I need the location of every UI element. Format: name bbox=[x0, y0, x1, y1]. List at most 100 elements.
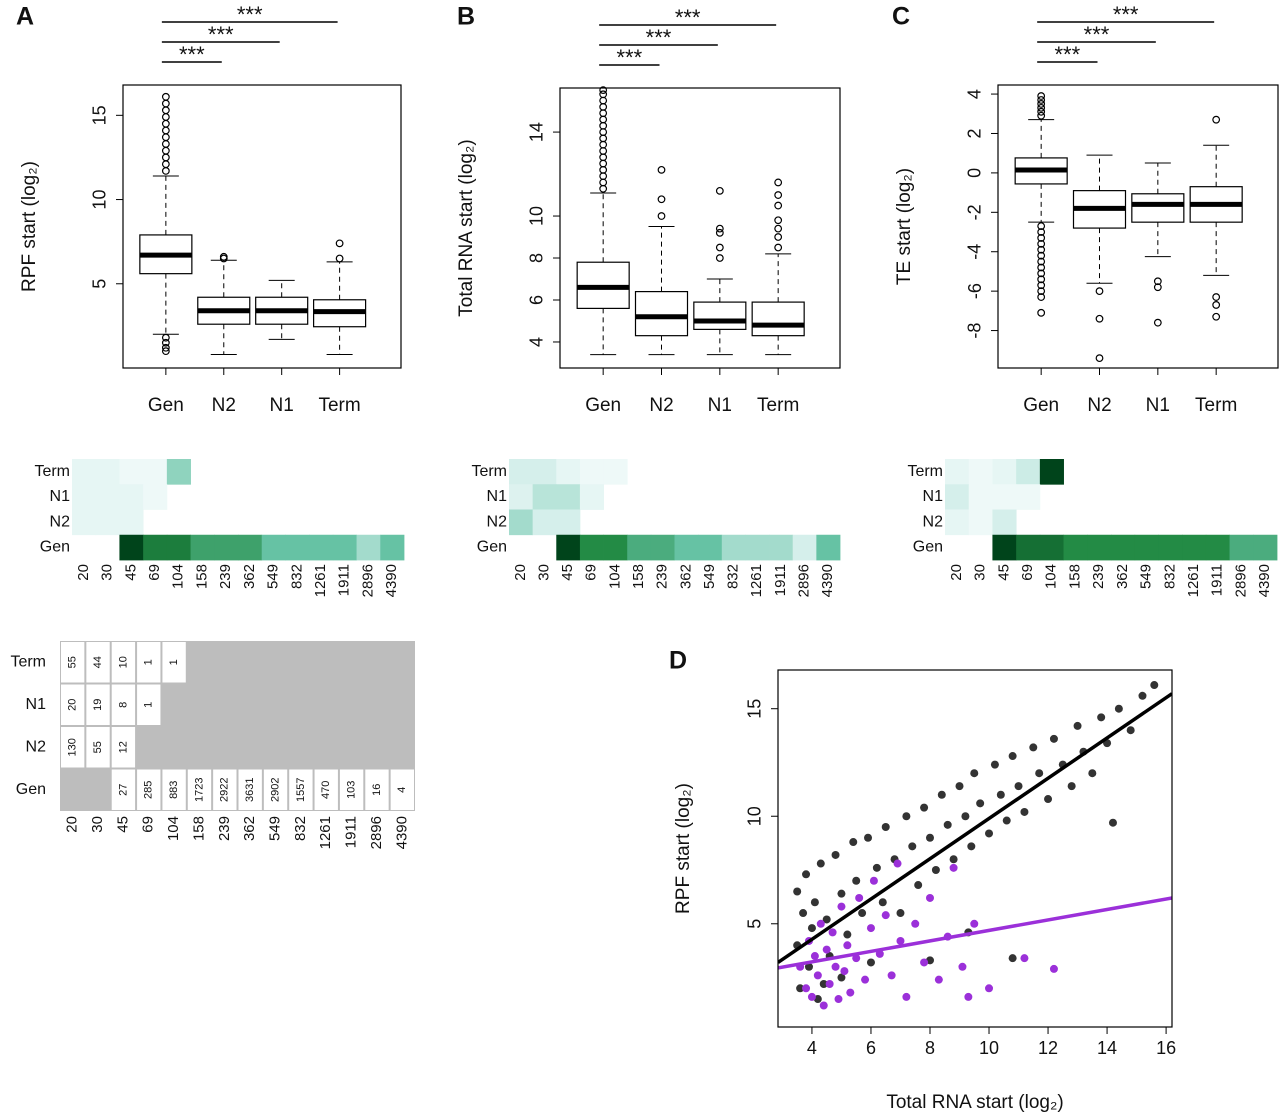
count-cell bbox=[213, 769, 237, 810]
point bbox=[943, 820, 952, 829]
y-tick-label: -6 bbox=[965, 283, 985, 299]
column-label: 4390 bbox=[819, 564, 836, 597]
y-tick-label: 2 bbox=[965, 128, 985, 138]
heatmap-cell bbox=[166, 459, 191, 485]
column-label: 362 bbox=[1114, 564, 1131, 589]
point bbox=[1108, 818, 1117, 827]
column-label: 1911 bbox=[343, 816, 360, 848]
outlier bbox=[599, 140, 608, 149]
column-label: 158 bbox=[190, 816, 207, 841]
outlier bbox=[774, 191, 783, 199]
column-label: 1911 bbox=[336, 564, 353, 596]
y-tick-label: 10 bbox=[527, 206, 547, 226]
outlier bbox=[715, 224, 724, 233]
point bbox=[902, 992, 911, 1001]
column-label: 20 bbox=[512, 564, 529, 581]
point bbox=[1049, 964, 1058, 973]
outlier bbox=[1037, 111, 1046, 120]
count-cell bbox=[137, 769, 161, 810]
column-label: 1911 bbox=[1209, 564, 1226, 596]
x-tick-label: Gen bbox=[148, 395, 184, 416]
column-label: 1911 bbox=[772, 564, 789, 596]
outlier bbox=[161, 92, 170, 101]
point bbox=[1020, 954, 1029, 963]
count-label: 20 bbox=[67, 699, 79, 711]
point bbox=[855, 893, 864, 902]
point bbox=[822, 915, 831, 924]
point bbox=[849, 838, 858, 847]
panel-letter: A bbox=[16, 3, 34, 31]
column-label: 4390 bbox=[393, 816, 410, 849]
column-label: 104 bbox=[1043, 564, 1060, 589]
heatmap-cell bbox=[1039, 459, 1064, 485]
row-label: N1 bbox=[50, 488, 71, 505]
row-label: N2 bbox=[50, 513, 71, 530]
point bbox=[931, 866, 940, 875]
outlier bbox=[599, 115, 608, 124]
plot-frame bbox=[122, 84, 402, 369]
outlier bbox=[599, 165, 608, 174]
significance-label: *** bbox=[675, 5, 701, 30]
count-cell bbox=[162, 642, 186, 683]
heatmap-cell bbox=[992, 459, 1017, 485]
point bbox=[796, 984, 805, 993]
y-tick-label: 5 bbox=[745, 919, 765, 929]
point bbox=[925, 833, 934, 842]
heatmap-cell bbox=[992, 484, 1017, 510]
heatmap-cell bbox=[627, 534, 652, 561]
outlier bbox=[774, 224, 783, 233]
heatmap-cell bbox=[579, 459, 604, 485]
outlier bbox=[161, 153, 170, 162]
box bbox=[634, 290, 689, 337]
heatmap-cell bbox=[816, 534, 841, 561]
x-tick-label: N2 bbox=[212, 395, 236, 416]
x-tick-label: Term bbox=[1195, 395, 1237, 416]
outlier bbox=[1212, 115, 1221, 124]
y-axis-label: Total RNA start (log₂) bbox=[456, 139, 477, 316]
count-label: 470 bbox=[320, 781, 332, 799]
point bbox=[852, 876, 861, 885]
outlier bbox=[1037, 308, 1046, 317]
outlier bbox=[774, 178, 783, 187]
column-label: 549 bbox=[701, 564, 718, 589]
plot-frame bbox=[997, 84, 1279, 369]
heatmap-cell bbox=[356, 534, 381, 561]
outlier bbox=[599, 128, 608, 136]
column-label: 1261 bbox=[317, 816, 334, 849]
count-cell bbox=[61, 684, 85, 725]
heatmap-cell bbox=[945, 509, 970, 536]
point bbox=[1008, 954, 1017, 963]
significance-label: *** bbox=[1084, 22, 1110, 47]
column-label: 362 bbox=[677, 564, 694, 589]
heatmap-cell bbox=[143, 459, 168, 485]
outlier bbox=[1037, 103, 1046, 112]
x-tick-label: Gen bbox=[1023, 395, 1059, 416]
heatmap-cell bbox=[1087, 534, 1112, 561]
outlier bbox=[161, 140, 170, 148]
significance-label: *** bbox=[179, 42, 205, 67]
point bbox=[1008, 752, 1017, 761]
heatmap-cell bbox=[95, 459, 120, 485]
column-label: 45 bbox=[995, 564, 1012, 581]
heatmap-cell bbox=[556, 509, 581, 536]
heatmap-cell bbox=[119, 484, 144, 510]
outlier bbox=[161, 99, 170, 108]
point bbox=[958, 962, 967, 971]
point bbox=[872, 863, 881, 872]
count-cell bbox=[390, 769, 414, 810]
point bbox=[914, 881, 923, 890]
heatmap-cell bbox=[261, 534, 286, 561]
count-cell bbox=[289, 769, 313, 810]
count-label: 3631 bbox=[244, 778, 256, 802]
point bbox=[866, 924, 875, 933]
heatmap-cell bbox=[792, 534, 817, 561]
point bbox=[1088, 769, 1097, 778]
point bbox=[837, 889, 846, 898]
point bbox=[1067, 782, 1076, 791]
outlier bbox=[1037, 222, 1046, 231]
point bbox=[1014, 782, 1023, 791]
heatmap-cell bbox=[214, 534, 239, 561]
heatmap-cell bbox=[1016, 534, 1041, 561]
outlier bbox=[335, 239, 344, 248]
